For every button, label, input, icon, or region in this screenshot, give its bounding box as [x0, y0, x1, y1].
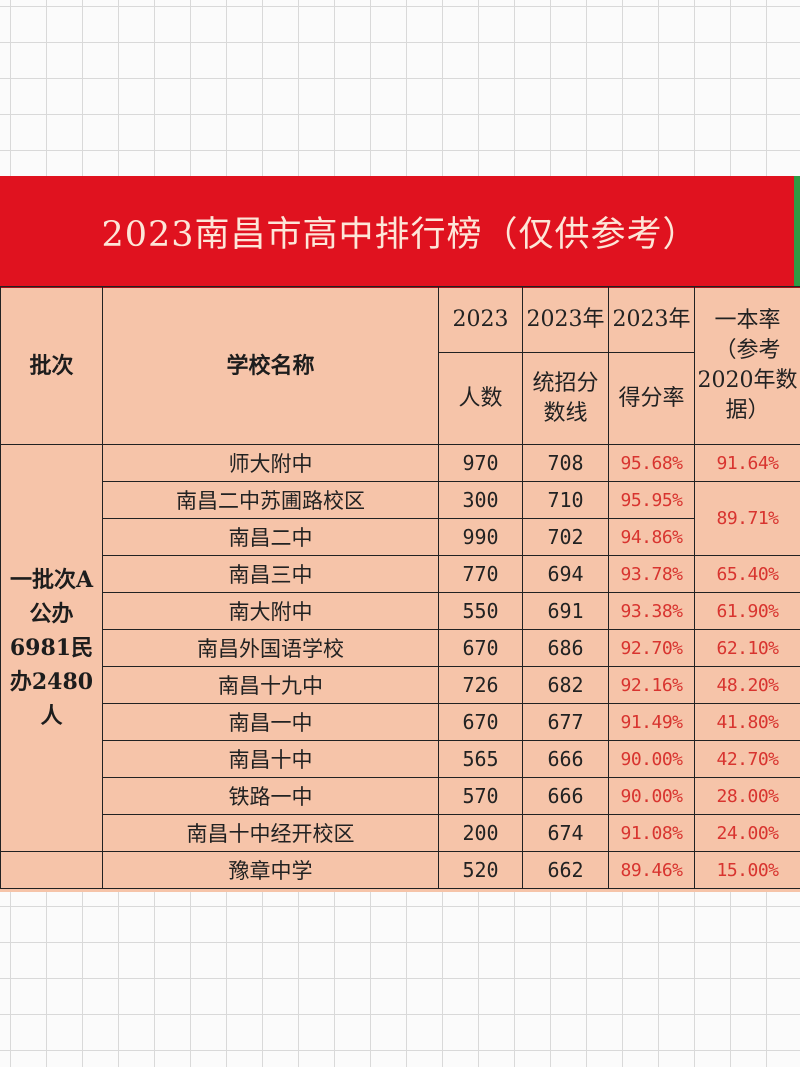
count-cell: 570 [438, 777, 523, 815]
yiben-cell: 62.10% [694, 629, 800, 667]
header-yiben: 一本率（参考2020年数据） [694, 286, 800, 445]
count-cell: 565 [438, 740, 523, 778]
table-row: 南昌外国语学校 670 686 92.70% 62.10% [1, 629, 800, 667]
score-cell: 677 [522, 703, 609, 741]
table-row: 南昌一中 670 677 91.49% 41.80% [1, 703, 800, 741]
school-name: 南昌外国语学校 [102, 629, 439, 667]
rate-cell: 91.08% [608, 814, 695, 852]
school-name: 铁路一中 [102, 777, 439, 815]
rate-cell: 90.00% [608, 777, 695, 815]
rate-cell: 91.49% [608, 703, 695, 741]
school-name: 南昌十中经开校区 [102, 814, 439, 852]
header-rate-year: 2023年 [608, 286, 695, 353]
school-name: 南昌二中苏圃路校区 [102, 481, 439, 519]
rate-cell: 93.78% [608, 555, 695, 593]
count-cell: 670 [438, 703, 523, 741]
table-row: 南昌二中 990 702 94.86% [1, 518, 800, 556]
rate-cell: 92.70% [608, 629, 695, 667]
school-name: 师大附中 [102, 444, 439, 482]
school-name: 南昌十中 [102, 740, 439, 778]
header-batch: 批次 [0, 286, 103, 445]
score-cell: 708 [522, 444, 609, 482]
yiben-cell: 28.00% [694, 777, 800, 815]
yiben-cell: 42.70% [694, 740, 800, 778]
school-name: 南昌二中 [102, 518, 439, 556]
header-score: 统招分数线 [522, 352, 609, 445]
yiben-cell: 89.71% [694, 481, 800, 556]
rate-cell: 90.00% [608, 740, 695, 778]
header-score-year: 2023年 [522, 286, 609, 353]
count-cell: 726 [438, 666, 523, 704]
score-cell: 710 [522, 481, 609, 519]
header-school: 学校名称 [102, 286, 439, 445]
count-cell: 550 [438, 592, 523, 630]
school-name: 南昌十九中 [102, 666, 439, 704]
table-row: 南昌十中经开校区 200 674 91.08% 24.00% [1, 814, 800, 852]
header-count-year: 2023 [438, 286, 523, 353]
score-cell: 674 [522, 814, 609, 852]
yiben-cell: 15.00% [694, 851, 800, 889]
rate-cell: 92.16% [608, 666, 695, 704]
count-cell: 520 [438, 851, 523, 889]
score-cell: 691 [522, 592, 609, 630]
table-row: 南大附中 550 691 93.38% 61.90% [1, 592, 800, 630]
count-cell: 670 [438, 629, 523, 667]
score-cell: 666 [522, 740, 609, 778]
table-row: 一批次A 公办6981民办2480人 师大附中 970 708 95.68% 9… [0, 444, 800, 852]
yiben-cell: 65.40% [694, 555, 800, 593]
page-title: 2023南昌市高中排行榜（仅供参考） [0, 176, 800, 288]
count-cell: 990 [438, 518, 523, 556]
table-row: 南昌十九中 726 682 92.16% 48.20% [1, 666, 800, 704]
count-cell: 300 [438, 481, 523, 519]
rate-cell: 95.68% [608, 444, 695, 482]
batch-cell: 一批次A 公办6981民办2480人 [0, 444, 103, 852]
school-name: 南大附中 [102, 592, 439, 630]
rate-cell: 94.86% [608, 518, 695, 556]
table-row: 豫章中学 520 662 89.46% 15.00% [0, 851, 800, 889]
yiben-cell: 48.20% [694, 666, 800, 704]
count-cell: 970 [438, 444, 523, 482]
header-count: 人数 [438, 352, 523, 445]
count-cell: 770 [438, 555, 523, 593]
yiben-cell: 24.00% [694, 814, 800, 852]
ranking-table: 批次 学校名称 2023 2023年 2023年 一本率（参考2020年数据） … [0, 286, 800, 889]
table-row: 南昌十中 565 666 90.00% 42.70% [1, 740, 800, 778]
header-rate: 得分率 [608, 352, 695, 445]
yiben-cell: 61.90% [694, 592, 800, 630]
table-row: 铁路一中 570 666 90.00% 28.00% [1, 777, 800, 815]
table-row: 南昌二中苏圃路校区 300 710 95.95% 89.71% [1, 481, 800, 556]
count-cell: 200 [438, 814, 523, 852]
table-row: 南昌三中 770 694 93.78% 65.40% [1, 555, 800, 593]
score-cell: 686 [522, 629, 609, 667]
edge-strip [794, 176, 800, 286]
score-cell: 666 [522, 777, 609, 815]
score-cell: 682 [522, 666, 609, 704]
score-cell: 702 [522, 518, 609, 556]
school-name: 豫章中学 [102, 851, 439, 889]
rate-cell: 89.46% [608, 851, 695, 889]
score-cell: 662 [522, 851, 609, 889]
ranking-sheet: 2023南昌市高中排行榜（仅供参考） 批次 学校名称 2023 2023年 20… [0, 176, 800, 892]
rate-cell: 93.38% [608, 592, 695, 630]
batch-cell-empty [0, 851, 103, 889]
school-name: 南昌一中 [102, 703, 439, 741]
yiben-cell: 41.80% [694, 703, 800, 741]
school-name: 南昌三中 [102, 555, 439, 593]
rate-cell: 95.95% [608, 481, 695, 519]
score-cell: 694 [522, 555, 609, 593]
yiben-cell: 91.64% [694, 444, 800, 482]
